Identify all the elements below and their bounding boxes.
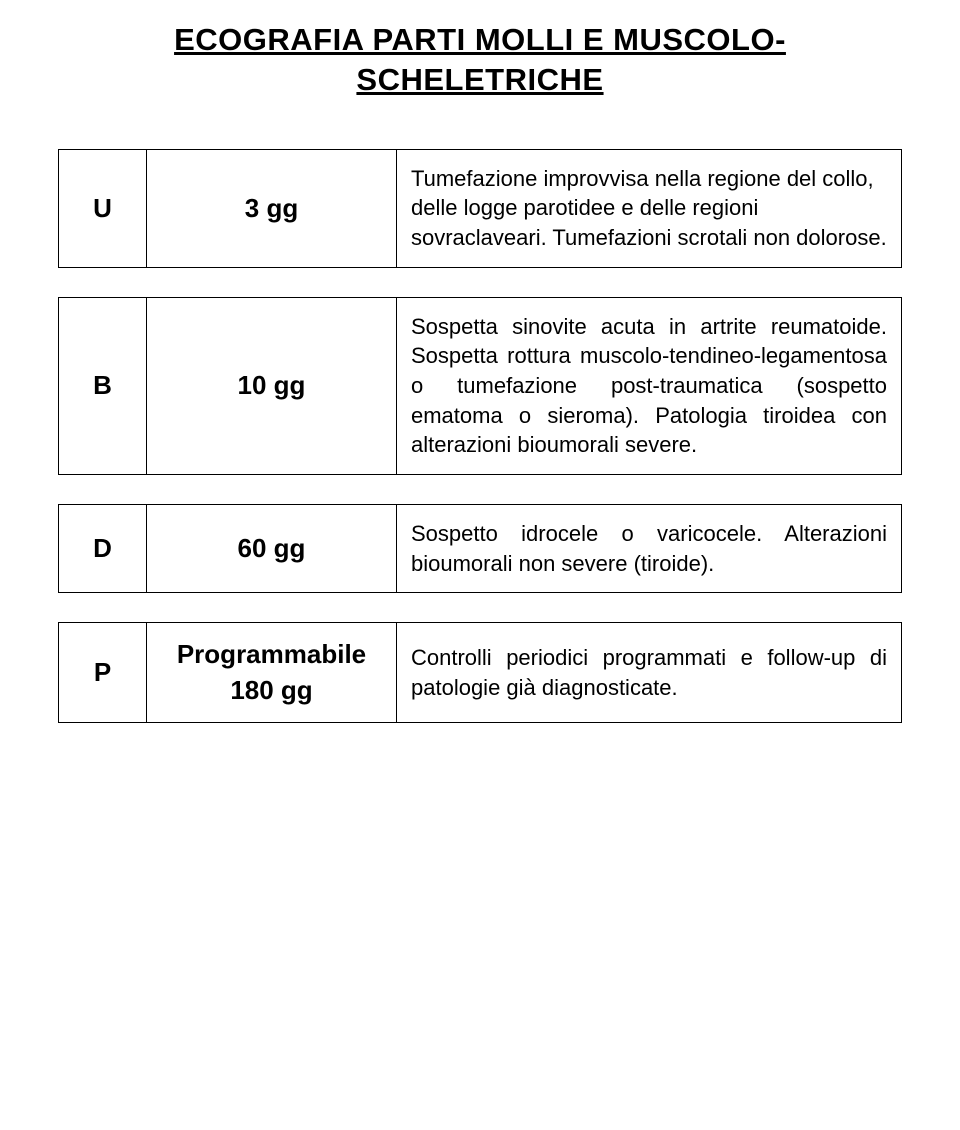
- time-cell: Programmabile 180 gg: [147, 623, 397, 722]
- document-page: ECOGRAFIA PARTI MOLLI E MUSCOLO-SCHELETR…: [0, 0, 960, 763]
- spacer-row: [59, 593, 902, 623]
- time-line2: 180 gg: [161, 673, 382, 708]
- priority-table: U 3 gg Tumefazione improvvisa nella regi…: [58, 149, 902, 723]
- table-row: D 60 gg Sospetto idrocele o varicocele. …: [59, 505, 902, 593]
- code-cell: P: [59, 623, 147, 722]
- time-cell: 60 gg: [147, 505, 397, 593]
- table-row: U 3 gg Tumefazione improvvisa nella regi…: [59, 149, 902, 267]
- time-cell: 10 gg: [147, 297, 397, 474]
- table-row: P Programmabile 180 gg Controlli periodi…: [59, 623, 902, 722]
- spacer-row: [59, 475, 902, 505]
- desc-cell: Controlli periodici programmati e follow…: [397, 623, 902, 722]
- page-title: ECOGRAFIA PARTI MOLLI E MUSCOLO-SCHELETR…: [58, 20, 902, 101]
- time-line1: Programmabile: [161, 637, 382, 672]
- code-cell: D: [59, 505, 147, 593]
- table-row: B 10 gg Sospetta sinovite acuta in artri…: [59, 297, 902, 474]
- spacer-row: [59, 267, 902, 297]
- code-cell: U: [59, 149, 147, 267]
- desc-cell: Sospetta sinovite acuta in artrite reuma…: [397, 297, 902, 474]
- code-cell: B: [59, 297, 147, 474]
- time-cell: 3 gg: [147, 149, 397, 267]
- desc-cell: Sospetto idrocele o varicocele. Alterazi…: [397, 505, 902, 593]
- desc-cell: Tumefazione improvvisa nella regione del…: [397, 149, 902, 267]
